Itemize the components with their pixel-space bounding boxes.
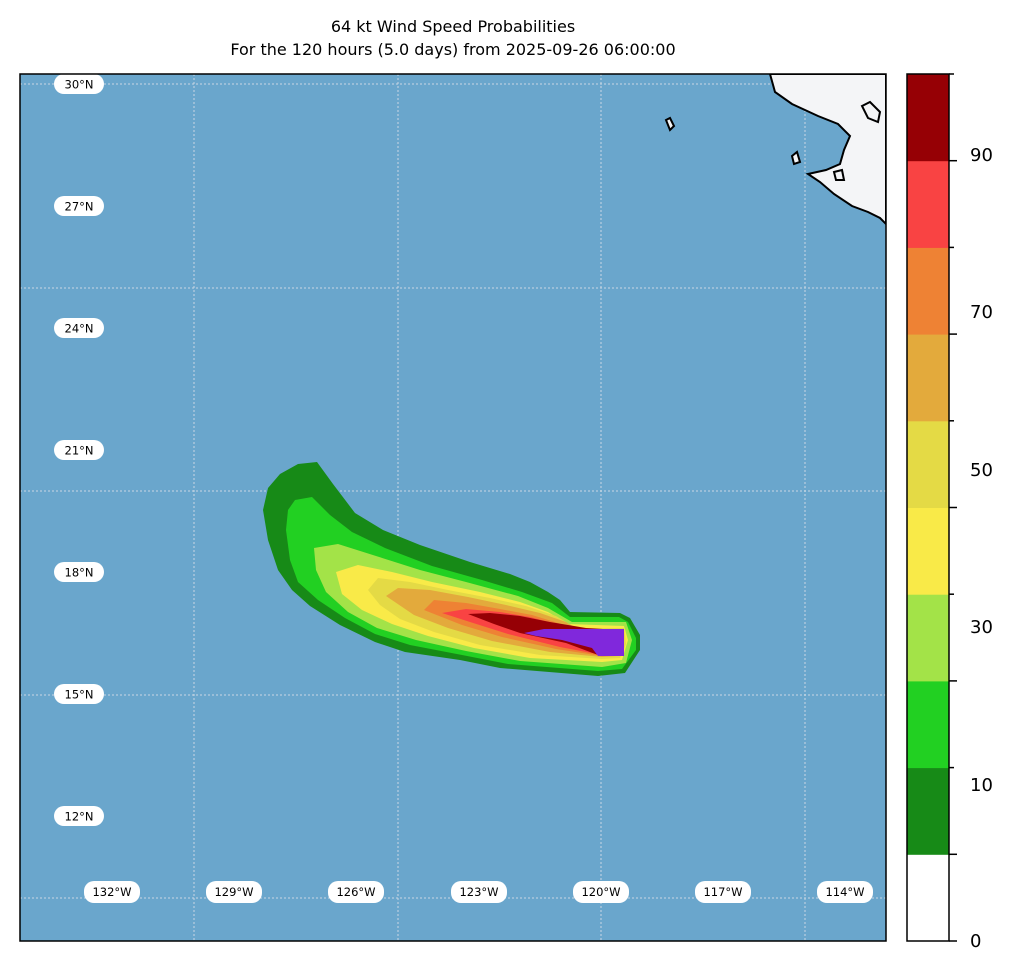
lon-label-132: 132°W [84, 881, 140, 903]
island [790, 150, 802, 166]
lat-label-27: 27°N [54, 196, 104, 216]
svg-text:120°W: 120°W [581, 885, 620, 899]
colorbar-band [907, 160, 949, 248]
colorbar-ticks [949, 73, 957, 942]
colorbar-bands [907, 74, 949, 942]
baja-peninsula [768, 74, 886, 226]
lon-label-114: 114°W [817, 881, 873, 903]
lat-label-30: 30°N [54, 74, 104, 94]
map-area: 30°N 27°N 24°N 21°N 18°N 15°N 12°N 132°W… [20, 74, 886, 941]
lat-label-18: 18°N [54, 562, 104, 582]
island [832, 168, 846, 181]
cb-label-30: 30 [970, 617, 993, 638]
svg-text:129°W: 129°W [214, 885, 253, 899]
svg-text:117°W: 117°W [703, 885, 742, 899]
svg-text:132°W: 132°W [92, 885, 131, 899]
lat-label-24: 24°N [54, 318, 104, 338]
colorbar-band [907, 74, 949, 162]
svg-text:24°N: 24°N [65, 322, 94, 336]
cb-label-70: 70 [970, 302, 993, 323]
latitude-labels: 30°N 27°N 24°N 21°N 18°N 15°N 12°N [54, 74, 104, 826]
coastline [664, 74, 886, 226]
probability-contours [263, 462, 640, 676]
svg-text:18°N: 18°N [65, 566, 94, 580]
lon-label-117: 117°W [695, 881, 751, 903]
colorbar-band [907, 334, 949, 422]
lat-label-12: 12°N [54, 806, 104, 826]
colorbar: 0 10 30 50 70 90 [906, 73, 993, 952]
lon-label-123: 123°W [451, 881, 507, 903]
cb-label-0: 0 [970, 931, 981, 952]
lon-label-129: 129°W [206, 881, 262, 903]
svg-text:114°W: 114°W [825, 885, 864, 899]
island [860, 100, 882, 124]
contour-band-100 [524, 629, 624, 656]
chart-subtitle: For the 120 hours (5.0 days) from 2025-0… [230, 40, 676, 59]
colorbar-band [907, 680, 949, 769]
gridlines [20, 74, 886, 941]
svg-text:27°N: 27°N [65, 200, 94, 214]
map-frame [19, 73, 887, 942]
svg-text:123°W: 123°W [459, 885, 498, 899]
island [664, 116, 676, 132]
svg-text:21°N: 21°N [65, 444, 94, 458]
lon-label-126: 126°W [328, 881, 384, 903]
svg-text:30°N: 30°N [65, 78, 94, 92]
cb-label-90: 90 [970, 145, 993, 166]
colorbar-band [907, 767, 949, 855]
colorbar-band [907, 854, 949, 942]
lon-label-120: 120°W [573, 881, 629, 903]
ocean [20, 74, 886, 941]
cb-label-50: 50 [970, 460, 993, 481]
svg-text:12°N: 12°N [65, 810, 94, 824]
lat-label-21: 21°N [54, 440, 104, 460]
longitude-labels: 132°W 129°W 126°W 123°W 120°W 117°W 114°… [84, 881, 873, 903]
colorbar-tick-labels: 0 10 30 50 70 90 [970, 145, 993, 952]
colorbar-band [907, 507, 949, 595]
cb-label-10: 10 [970, 775, 993, 796]
colorbar-band [907, 247, 949, 335]
colorbar-band [907, 594, 949, 682]
svg-text:15°N: 15°N [65, 688, 94, 702]
colorbar-band [907, 420, 949, 508]
svg-text:126°W: 126°W [336, 885, 375, 899]
lat-label-15: 15°N [54, 684, 104, 704]
chart-title: 64 kt Wind Speed Probabilities [330, 17, 576, 36]
